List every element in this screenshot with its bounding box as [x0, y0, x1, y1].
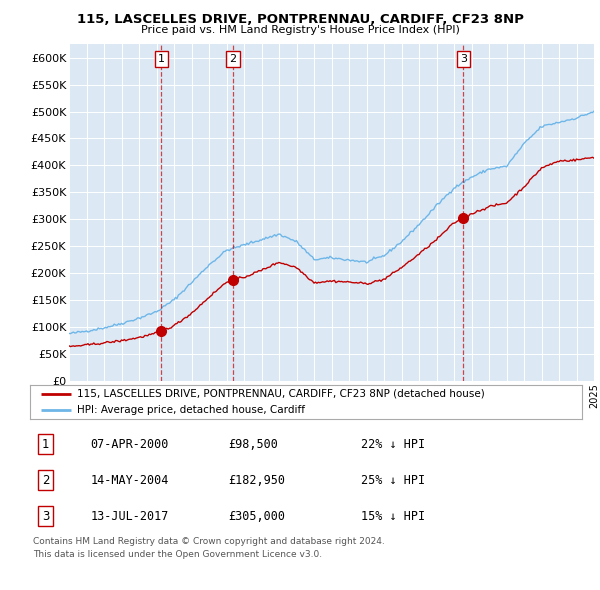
Text: £98,500: £98,500 [229, 438, 278, 451]
Text: 07-APR-2000: 07-APR-2000 [91, 438, 169, 451]
Text: 14-MAY-2004: 14-MAY-2004 [91, 474, 169, 487]
Text: 3: 3 [460, 54, 467, 64]
Text: 2: 2 [229, 54, 236, 64]
Text: 15% ↓ HPI: 15% ↓ HPI [361, 510, 425, 523]
Text: HPI: Average price, detached house, Cardiff: HPI: Average price, detached house, Card… [77, 405, 305, 415]
Text: 25% ↓ HPI: 25% ↓ HPI [361, 474, 425, 487]
Text: 1: 1 [42, 438, 49, 451]
Text: £305,000: £305,000 [229, 510, 286, 523]
Text: 3: 3 [42, 510, 49, 523]
Text: 2: 2 [42, 474, 49, 487]
Text: 13-JUL-2017: 13-JUL-2017 [91, 510, 169, 523]
Text: Price paid vs. HM Land Registry's House Price Index (HPI): Price paid vs. HM Land Registry's House … [140, 25, 460, 35]
Text: 22% ↓ HPI: 22% ↓ HPI [361, 438, 425, 451]
Text: 115, LASCELLES DRIVE, PONTPRENNAU, CARDIFF, CF23 8NP: 115, LASCELLES DRIVE, PONTPRENNAU, CARDI… [77, 13, 523, 26]
Text: 115, LASCELLES DRIVE, PONTPRENNAU, CARDIFF, CF23 8NP (detached house): 115, LASCELLES DRIVE, PONTPRENNAU, CARDI… [77, 389, 485, 399]
Text: 1: 1 [158, 54, 165, 64]
Text: This data is licensed under the Open Government Licence v3.0.: This data is licensed under the Open Gov… [33, 550, 322, 559]
Text: Contains HM Land Registry data © Crown copyright and database right 2024.: Contains HM Land Registry data © Crown c… [33, 537, 385, 546]
Text: £182,950: £182,950 [229, 474, 286, 487]
